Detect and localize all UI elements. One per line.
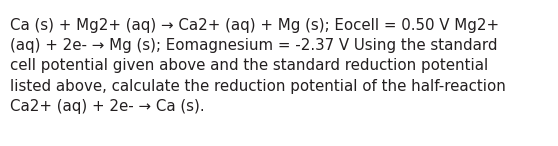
Text: Ca (s) + Mg2+ (aq) → Ca2+ (aq) + Mg (s); Eocell = 0.50 V Mg2+
(aq) + 2e- → Mg (s: Ca (s) + Mg2+ (aq) → Ca2+ (aq) + Mg (s);…: [10, 18, 506, 114]
